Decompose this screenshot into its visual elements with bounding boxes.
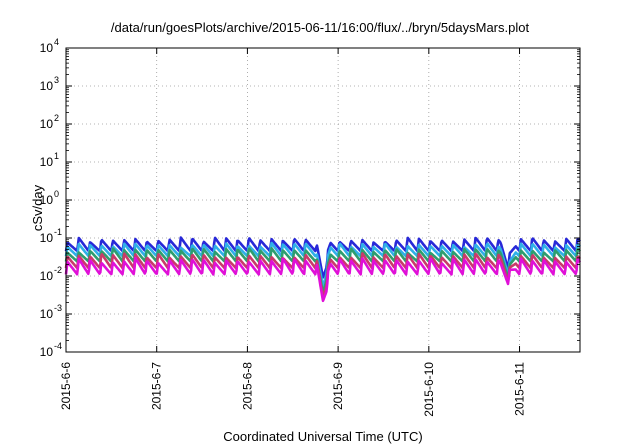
y-tick-label: 10 xyxy=(40,193,54,207)
y-tick-exponent: 1 xyxy=(54,151,59,161)
y-tick-exponent: 0 xyxy=(54,189,59,199)
y-tick-exponent: -2 xyxy=(54,265,62,275)
y-tick-label: 10 xyxy=(40,41,54,55)
x-tick-labels: 2015-6-6 2015-6-7 2015-6-8 2015-6-9 2015-6-1… xyxy=(59,362,527,417)
grid xyxy=(65,47,580,353)
x-tick-label: 2015-6-9 xyxy=(331,362,345,410)
y-tick-exponent: 4 xyxy=(54,37,59,47)
y-tick-label: 10 xyxy=(40,269,54,283)
x-tick-label: 2015-6-11 xyxy=(513,362,527,416)
y-tick-label: 10 xyxy=(40,307,54,321)
x-tick-label: 2015-6-8 xyxy=(240,362,254,410)
series-line xyxy=(64,256,582,303)
y-axis-label: cSv/day xyxy=(30,184,45,232)
y-tick-exponent: 3 xyxy=(54,75,59,85)
series-line xyxy=(64,236,582,279)
y-tick-label: 10 xyxy=(40,79,54,93)
y-tick-exponent: -4 xyxy=(54,341,62,351)
x-axis-label: Coordinated Universal Time (UTC) xyxy=(223,429,423,444)
x-tick-label: 2015-6-6 xyxy=(59,362,73,410)
y-tick-exponent: -3 xyxy=(54,303,62,313)
x-tick-label: 2015-6-10 xyxy=(422,362,436,417)
chart-title: /data/run/goesPlots/archive/2015-06-11/1… xyxy=(110,20,530,35)
series-layer xyxy=(64,236,582,303)
y-tick-exponent: 2 xyxy=(54,113,59,123)
y-tick-label: 10 xyxy=(40,155,54,169)
y-tick-exponent: -1 xyxy=(54,227,62,237)
ticks xyxy=(65,47,580,353)
y-tick-label: 10 xyxy=(40,345,54,359)
y-tick-label: 10 xyxy=(40,231,54,245)
x-tick-label: 2015-6-7 xyxy=(150,362,164,410)
y-tick-label: 10 xyxy=(40,117,54,131)
